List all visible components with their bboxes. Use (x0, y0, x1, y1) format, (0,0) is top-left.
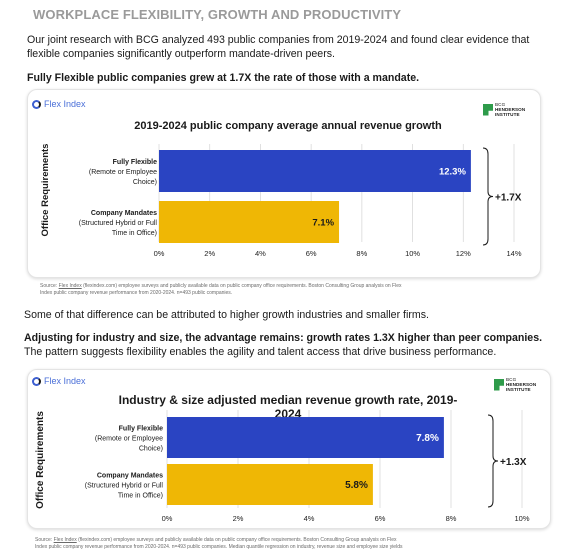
x-tick-label: 4% (255, 249, 266, 258)
source-1-line1: (flexindex.com) employee surveys and pub… (81, 283, 402, 289)
category-label: Company Mandates (97, 473, 163, 480)
category-sublabel: Time in Office) (112, 230, 157, 237)
category-sublabel: (Structured Hybrid or Full (85, 483, 164, 490)
bcg-logo-line2: HENDERSON (495, 107, 526, 112)
bar-value-label: 7.1% (312, 218, 334, 229)
chart-title-1: 2019-2024 public company average annual … (134, 120, 442, 132)
section-title: WORKPLACE FLEXIBILITY, GROWTH AND PRODUC… (33, 7, 402, 22)
flex-index-icon (32, 99, 41, 109)
category-sublabel: (Remote or Employee (95, 436, 163, 443)
bar-fully-flexible (167, 417, 444, 458)
source-2-line1: (flexindex.com) employee surveys and pub… (76, 537, 397, 543)
x-tick-label: 10% (514, 514, 529, 523)
growth-multiple-annotation: +1.7X (495, 193, 522, 204)
flex-index-icon (32, 376, 41, 386)
category-sublabel: Time in Office) (118, 493, 163, 500)
middle-paragraph: Some of that difference can be attribute… (24, 309, 429, 321)
x-tick-label: 2% (204, 249, 215, 258)
category-label: Company Mandates (91, 210, 157, 217)
bcg-mark-icon (494, 378, 504, 391)
source-2-prefix: Source: (35, 537, 54, 543)
chart-1: 0% 2% 4% 6% 8% 10% 12% 14% Office Requirements 12… (40, 144, 522, 258)
source-1-link[interactable]: Flex Index (58, 283, 82, 289)
flex-index-logo-text: Flex Index (44, 99, 86, 109)
flex-index-logo-2: Flex Index (32, 376, 86, 386)
growth-bracket (482, 147, 494, 246)
x-tick-label: 8% (356, 249, 367, 258)
y-axis-label: Office Requirements (35, 411, 46, 509)
source-2-line2: Index public company revenue performance… (35, 543, 403, 550)
growth-multiple-annotation: +1.3X (500, 457, 527, 468)
category-sublabel: Choice) (139, 446, 163, 453)
source-1-prefix: Source: (40, 283, 59, 289)
category-label: Fully Flexible (113, 159, 157, 166)
subhead-fully-flexible: Fully Flexible public companies grew at … (27, 72, 420, 84)
chart-card-1: Flex Index BCG HENDERSON INSTITUTE 2019-… (27, 89, 541, 278)
bcg-henderson-logo: BCG HENDERSON INSTITUTE (483, 102, 525, 117)
bar-value-label: 12.3% (439, 167, 466, 178)
bcg-logo-line3: INSTITUTE (495, 112, 520, 117)
x-tick-label: 0% (162, 514, 173, 523)
category-sublabel: (Remote or Employee (89, 169, 157, 176)
bcg-henderson-logo-2: BCG HENDERSON INSTITUTE (494, 377, 536, 392)
category-sublabel: (Structured Hybrid or Full (79, 220, 158, 227)
x-tick-label: 8% (446, 514, 457, 523)
category-sublabel: Choice) (133, 179, 157, 186)
category-label: Fully Flexible (119, 426, 163, 433)
growth-bracket (487, 414, 499, 508)
chart-2: 0% 2% 4% 6% 8% 10% Office Requirements 7.8% Full… (35, 410, 530, 523)
source-note-1: Source: Flex Index (flexindex.com) emplo… (40, 283, 540, 296)
source-note-2: Source: Flex Index (flexindex.com) emplo… (35, 537, 545, 550)
bar-fully-flexible (159, 150, 471, 192)
bar-value-label: 7.8% (416, 433, 439, 444)
x-tick-label: 4% (304, 514, 315, 523)
x-tick-label: 2% (233, 514, 244, 523)
bcg-mark-icon (483, 103, 493, 116)
bar-value-label: 5.8% (345, 480, 368, 491)
x-tick-label: 12% (456, 249, 471, 258)
bcg-logo-line1: BCG (495, 102, 506, 107)
source-1-line2: Index public company revenue performance… (40, 289, 233, 296)
bar-company-mandates (167, 464, 373, 505)
flex-index-logo-text: Flex Index (44, 376, 86, 386)
bcg-logo-line1: BCG (506, 377, 517, 382)
source-2-link[interactable]: Flex Index (53, 537, 77, 543)
bcg-logo-line3: INSTITUTE (506, 387, 531, 392)
x-tick-label: 0% (154, 249, 165, 258)
flex-index-logo: Flex Index (32, 99, 86, 109)
bcg-logo-line2: HENDERSON (506, 382, 537, 387)
y-axis-label: Office Requirements (40, 144, 51, 237)
adjusted-paragraph-rest: The pattern suggests flexibility enables… (24, 345, 497, 358)
x-tick-label: 6% (306, 249, 317, 258)
chart-card-2: Flex Index BCG HENDERSON INSTITUTE Indus… (27, 369, 551, 529)
bar-company-mandates (159, 201, 340, 243)
x-tick-label: 14% (506, 249, 521, 258)
x-tick-label: 10% (405, 249, 420, 258)
adjusted-paragraph-bold: Adjusting for industry and size, the adv… (24, 332, 543, 344)
adjusted-paragraph: Adjusting for industry and size, the adv… (24, 332, 548, 359)
x-tick-label: 6% (375, 514, 386, 523)
intro-paragraph: Our joint research with BCG analyzed 493… (27, 34, 530, 60)
